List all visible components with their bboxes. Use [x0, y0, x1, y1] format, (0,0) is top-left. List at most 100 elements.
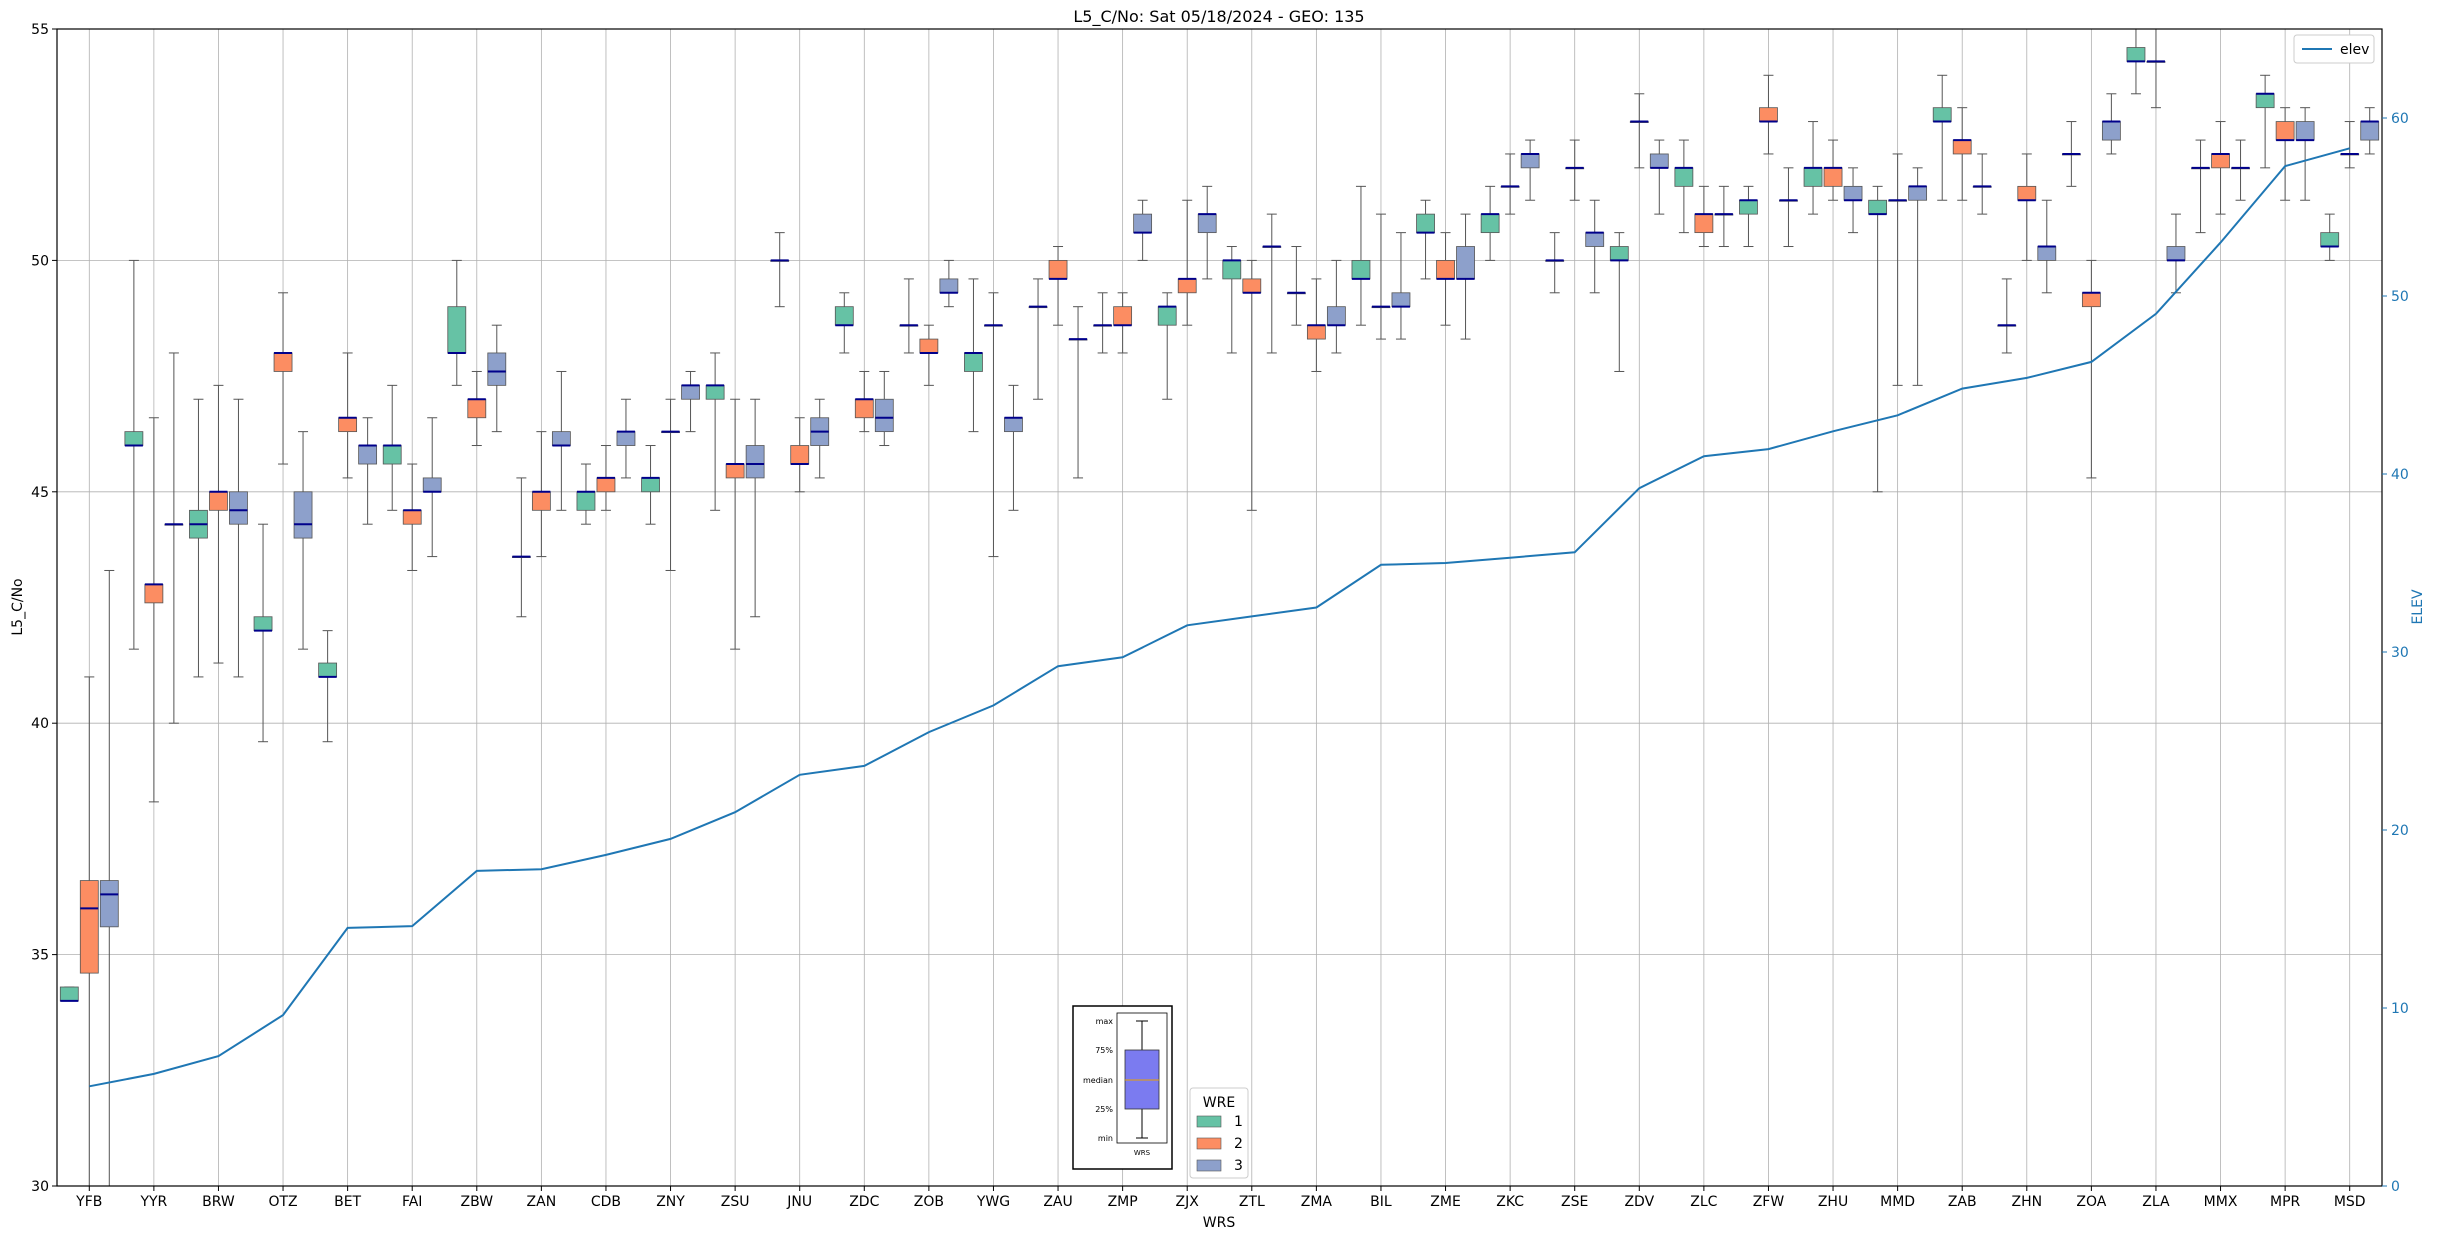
box-iqr — [487, 352, 507, 386]
box-ZHU-wre3 — [1843, 167, 1863, 234]
box-iqr — [1222, 259, 1242, 280]
wre-legend-label-3: 3 — [1234, 1158, 1243, 1174]
box-iqr — [253, 616, 273, 632]
box-ZLC-wre1 — [1674, 139, 1694, 234]
box-iqr — [273, 352, 293, 372]
box-ZTL-wre3 — [1262, 213, 1282, 354]
box-iqr — [1416, 213, 1435, 234]
box-iqr — [551, 431, 571, 446]
box-ZOA-wre3 — [2101, 93, 2121, 155]
box-iqr — [2081, 292, 2101, 308]
box-iqr — [1649, 153, 1669, 169]
box-iqr — [1480, 213, 1500, 234]
box-iqr — [1868, 199, 1888, 215]
box-series — [59, 28, 2380, 1187]
box-ZSU-wre3 — [745, 398, 765, 618]
x-tick-label: YYR — [139, 1194, 167, 1210]
box-iqr — [422, 477, 442, 493]
box-ZJX-wre2 — [1177, 199, 1197, 326]
box-BIL-wre2 — [1371, 213, 1391, 340]
box-ZAN-wre3 — [551, 370, 571, 511]
wre-legend-swatch-1 — [1196, 1115, 1222, 1128]
x-tick-label: BET — [334, 1194, 361, 1210]
box-FAI-wre1 — [382, 384, 402, 511]
box-ZLC-wre2 — [1694, 185, 1714, 248]
box-ZMA-wre1 — [1286, 246, 1306, 326]
box-iqr — [358, 445, 378, 465]
x-tick-label: ZME — [1430, 1194, 1461, 1210]
box-ZBW-wre3 — [487, 324, 507, 433]
box-iqr — [531, 491, 551, 511]
x-tick-label: ZAB — [1948, 1194, 1977, 1210]
x-tick-label: ZHN — [2011, 1194, 2042, 1210]
x-tick-label: ZDV — [1624, 1194, 1654, 1210]
x-tick-label: JNU — [786, 1194, 812, 1210]
box-YFB-wre3 — [99, 569, 119, 1187]
y-tick-label: 35 — [31, 948, 49, 964]
box-ZME-wre1 — [1416, 199, 1435, 280]
box-BET-wre3 — [358, 417, 378, 525]
box-BIL-wre1 — [1351, 185, 1371, 326]
key-label-median: median — [1083, 1076, 1113, 1085]
y-axis: 30 35 40 45 50 55 — [31, 22, 57, 1195]
box-ZOB-wre2 — [919, 324, 939, 386]
box-iqr — [2037, 246, 2057, 261]
box-BIL-wre3 — [1391, 232, 1411, 340]
box-iqr — [467, 398, 487, 419]
x-tick-label: ZMA — [1301, 1194, 1333, 1210]
box-ZAN-wre1 — [511, 477, 531, 618]
box-iqr — [705, 384, 725, 400]
x-tick-label: ZAN — [527, 1194, 557, 1210]
box-JNU-wre2 — [790, 417, 810, 493]
box-ZJX-wre1 — [1157, 292, 1177, 400]
wre-legend: WRE 1 2 3 — [1189, 1087, 1249, 1179]
box-ZOB-wre3 — [939, 259, 959, 308]
box-BRW-wre3 — [229, 398, 248, 678]
x-tick-label: ZAU — [1043, 1194, 1072, 1210]
x-tick-label: MSD — [2334, 1194, 2366, 1210]
y2-tick-label: 50 — [2391, 289, 2409, 305]
x-tick-label: OTZ — [268, 1194, 297, 1210]
box-ZFW-wre3 — [1779, 167, 1798, 248]
box-iqr — [2126, 47, 2146, 62]
box-iqr — [854, 398, 874, 419]
box-MPR-wre2 — [2275, 107, 2295, 201]
wre-legend-swatch-3 — [1196, 1159, 1222, 1172]
box-MPR-wre1 — [2255, 74, 2275, 169]
box-ZDV-wre3 — [1649, 139, 1669, 215]
box-YFB-wre2 — [79, 676, 99, 1187]
x-tick-label: ZHU — [1818, 1194, 1848, 1210]
elev-line — [89, 147, 2350, 1088]
box-YYR-wre2 — [144, 417, 164, 803]
y2-tick-label: 30 — [2391, 645, 2409, 661]
box-iqr — [2360, 121, 2380, 141]
box-ZDC-wre3 — [874, 370, 894, 447]
x-tick-label: ZOA — [2076, 1194, 2106, 1210]
box-YFB-wre1 — [59, 986, 79, 1002]
box-iqr — [1609, 246, 1629, 261]
box-iqr — [1694, 213, 1714, 234]
box-iqr — [1157, 306, 1177, 326]
box-iqr — [745, 445, 765, 479]
y-axis-label: L5_C/No — [10, 578, 26, 635]
y2-tick-label: 10 — [2391, 1001, 2409, 1017]
x-tick-label: ZJX — [1176, 1194, 1200, 1210]
gridlines — [57, 28, 2382, 1187]
box-ZHN-wre1 — [1997, 278, 2017, 354]
box-OTZ-wre2 — [273, 292, 293, 465]
box-ZAB-wre2 — [1952, 107, 1972, 201]
box-key-inset: max 75% median 25% min WRS — [1072, 1005, 1173, 1170]
box-ZSE-wre3 — [1585, 199, 1605, 294]
box-ZMP-wre2 — [1113, 292, 1133, 354]
x-tick-label: MMX — [2204, 1194, 2238, 1210]
box-MMD-wre3 — [1908, 167, 1928, 386]
box-MMD-wre1 — [1868, 185, 1888, 493]
box-ZAU-wre3 — [1068, 306, 1088, 479]
box-ZKC-wre3 — [1520, 139, 1540, 201]
box-iqr — [576, 491, 596, 511]
x-tick-label: ZBW — [461, 1194, 494, 1210]
box-YYR-wre1 — [124, 259, 144, 650]
elev-legend: elev — [2293, 34, 2375, 64]
box-iqr — [1823, 167, 1843, 187]
key-label-p25: 25% — [1095, 1105, 1113, 1114]
